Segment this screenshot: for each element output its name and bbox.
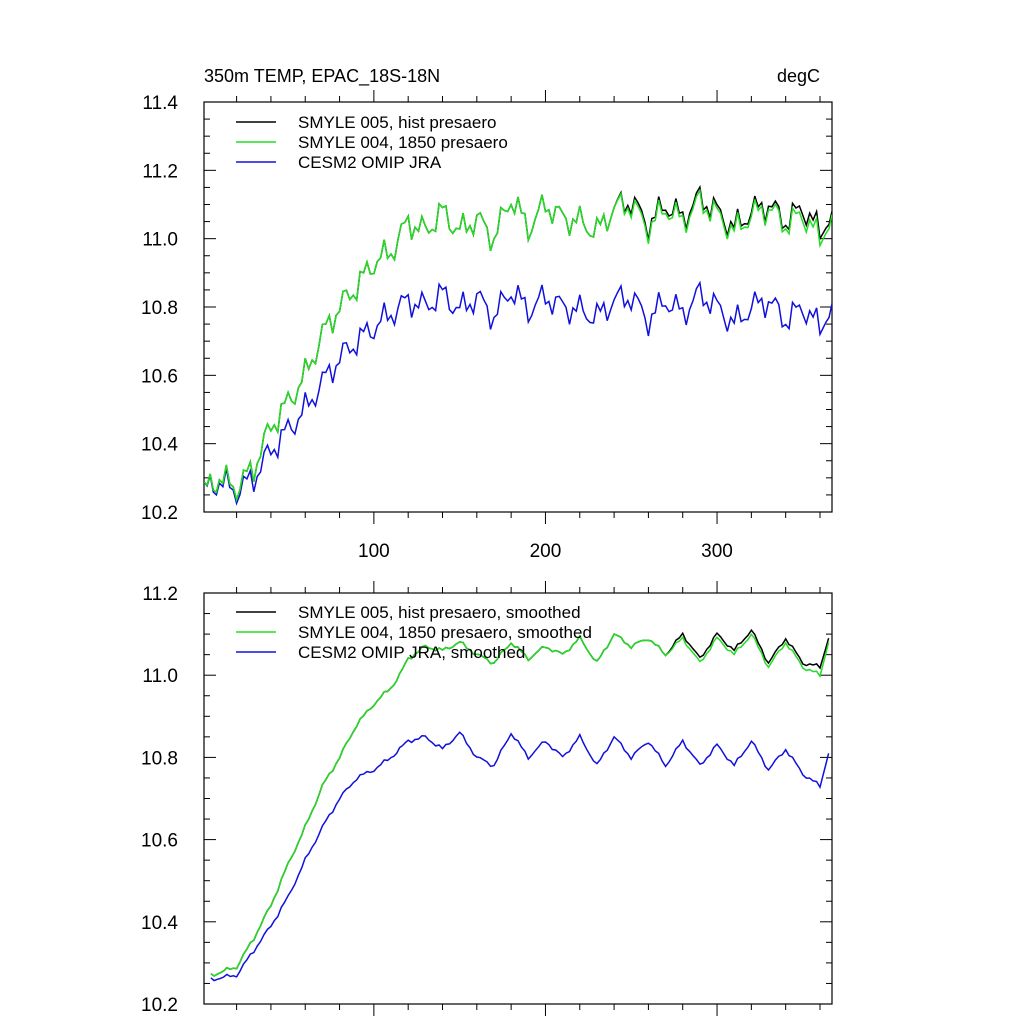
legend-label: SMYLE 004, 1850 presaero bbox=[298, 133, 508, 152]
y-tick-label: 11.0 bbox=[142, 666, 178, 687]
series-line-3 bbox=[210, 731, 830, 982]
y-tick-label: 10.6 bbox=[141, 366, 178, 387]
series-line-2 bbox=[204, 188, 832, 503]
y-tick-label: 11.2 bbox=[142, 161, 178, 182]
y-tick-label: 10.4 bbox=[141, 435, 178, 456]
legend-label: CESM2 OMIP JRA bbox=[298, 153, 442, 172]
y-tick-label: 11.4 bbox=[142, 93, 178, 114]
series-line-1 bbox=[204, 184, 832, 503]
bottom-panel: 10.2 10.4 10.6 10.8 11.0 11.2 SMYLE 005, hist … bbox=[141, 581, 833, 1016]
series-line-3 bbox=[204, 280, 832, 506]
top-panel: 350m TEMP, EPAC_18S-18N degC 10.2 10.4 10.… bbox=[141, 66, 833, 562]
legend-label: SMYLE 005, hist presaero, smoothed bbox=[298, 603, 581, 622]
legend-label: CESM2 OMIP JRA, smoothed bbox=[298, 643, 525, 662]
y-tick-label: 11.2 bbox=[142, 584, 178, 605]
y-tick-label: 10.8 bbox=[141, 298, 178, 319]
series-line-2 bbox=[210, 633, 830, 977]
x-tick-label: 300 bbox=[701, 541, 733, 562]
y-tick-label: 10.8 bbox=[141, 748, 178, 769]
top-panel-title-left: 350m TEMP, EPAC_18S-18N bbox=[204, 66, 440, 87]
legend-label: SMYLE 004, 1850 presaero, smoothed bbox=[298, 623, 592, 642]
legend-label: SMYLE 005, hist presaero bbox=[298, 113, 496, 132]
series-line-1 bbox=[210, 628, 830, 977]
y-tick-label: 10.2 bbox=[141, 995, 178, 1016]
top-panel-title-right: degC bbox=[777, 66, 820, 86]
y-tick-label: 10.6 bbox=[141, 831, 178, 852]
x-tick-label: 100 bbox=[358, 541, 390, 562]
y-tick-label: 11.0 bbox=[142, 230, 178, 251]
x-tick-label: 200 bbox=[530, 541, 562, 562]
y-tick-label: 10.4 bbox=[141, 913, 178, 934]
y-tick-label: 10.2 bbox=[141, 503, 178, 524]
